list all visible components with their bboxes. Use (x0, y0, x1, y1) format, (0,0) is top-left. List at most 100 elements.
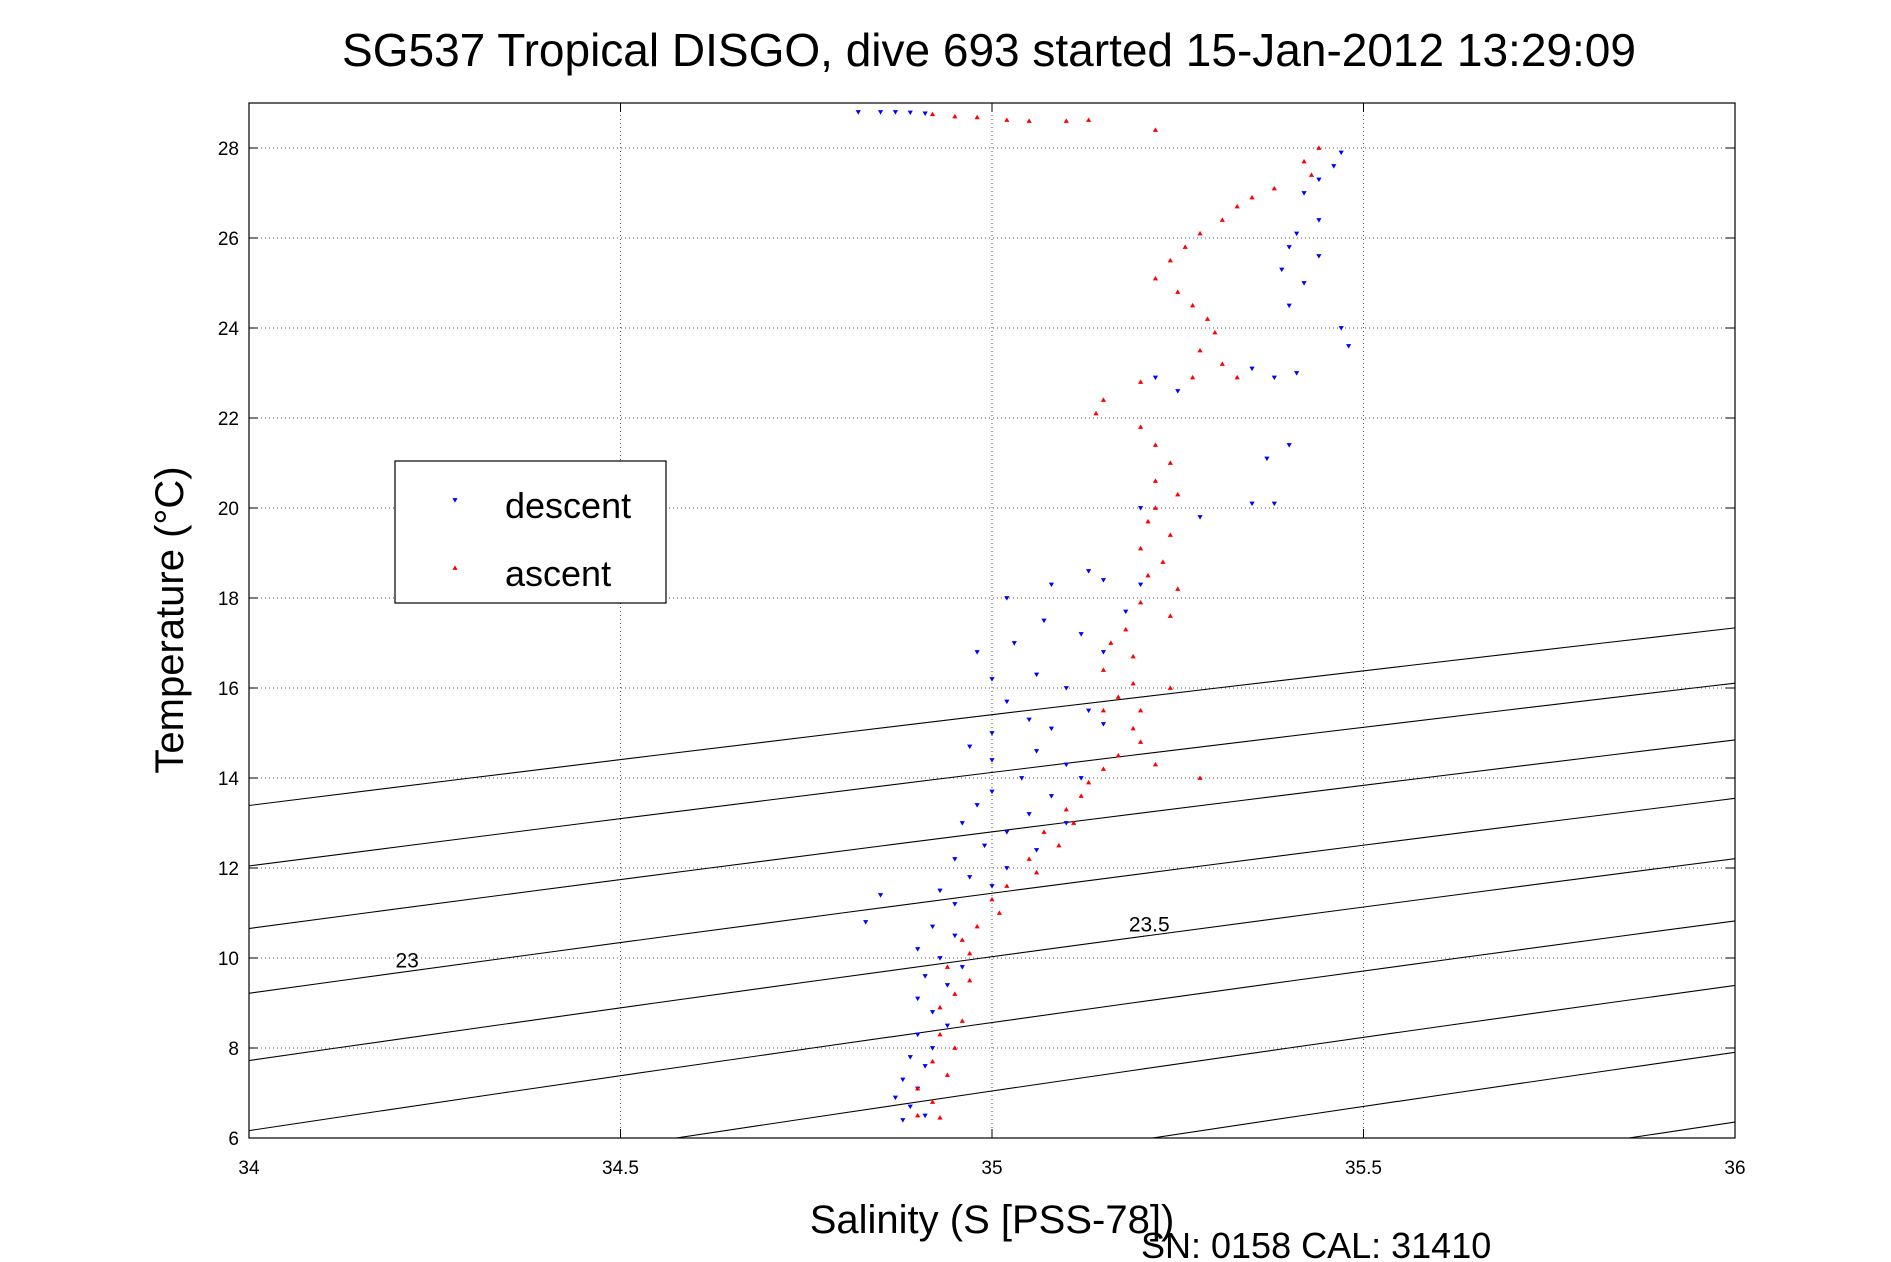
descent-point (1026, 812, 1032, 817)
descent-point (1279, 267, 1285, 273)
descent-point (922, 1113, 928, 1119)
descent-point (1271, 375, 1277, 381)
descent-point (974, 650, 980, 655)
legend: descent ascent (394, 460, 667, 604)
descent-point (1286, 443, 1292, 448)
ascent-point (1138, 545, 1144, 551)
descent-point (892, 110, 899, 115)
ascent-point (1190, 302, 1196, 308)
ascent-point (929, 111, 936, 117)
density-contours: 23 23.5 (249, 627, 1735, 1138)
ascent-point (1197, 347, 1203, 353)
descent-point (907, 1055, 913, 1060)
ascent-point (1182, 244, 1188, 249)
descent-point (1078, 776, 1084, 781)
descent-point (1138, 506, 1144, 511)
ascent-point (1175, 289, 1181, 294)
descent-point (1026, 717, 1032, 723)
y-tick-label: 24 (218, 319, 240, 340)
descent-point (1078, 632, 1084, 637)
isopycnal-21.5 (249, 627, 1735, 807)
y-tick-label: 16 (218, 679, 239, 700)
ascent-point (1152, 275, 1159, 281)
descent-point (929, 1046, 936, 1051)
ascent-point (1071, 820, 1077, 825)
descent-point (1063, 821, 1069, 826)
descent-point (989, 677, 995, 682)
y-tick-label: 6 (228, 1129, 239, 1150)
descent-point (1316, 254, 1322, 259)
descent-point (1249, 501, 1255, 507)
descent-point (989, 758, 995, 763)
descent-point (922, 974, 928, 979)
ascent-point (1138, 739, 1144, 744)
descent-point (989, 884, 995, 889)
y-tick-label: 8 (228, 1039, 239, 1060)
ascent-point (1138, 379, 1144, 384)
ascent-point (1130, 725, 1136, 731)
descent-point (1048, 582, 1055, 588)
ascent-point (996, 910, 1003, 915)
descent-point (1019, 776, 1025, 781)
descent-point (1338, 150, 1344, 156)
descent-point (1301, 281, 1307, 286)
descent-point (1286, 245, 1292, 250)
ascent-point (1078, 793, 1084, 798)
descent-point (1011, 641, 1017, 646)
ascent-point (1041, 829, 1047, 834)
chart-title: SG537 Tropical DISGO, dive 693 started 1… (342, 24, 1636, 76)
descent-point (1085, 569, 1092, 574)
ascent-point (944, 1072, 951, 1077)
descent-point (1316, 177, 1322, 183)
descent-point (929, 924, 936, 930)
ascent-point (937, 1004, 943, 1010)
ascent-point (1152, 127, 1159, 132)
ascent-point (1167, 685, 1173, 690)
x-tick-label: 34.5 (602, 1158, 639, 1179)
ascent-point (1085, 779, 1092, 785)
descent-point (877, 110, 884, 115)
ascent-point (1234, 203, 1240, 209)
descent-point (915, 947, 921, 952)
contour-label-23.5: 23.5 (1129, 914, 1170, 937)
ascent-point (959, 937, 965, 942)
ascent-point (952, 113, 958, 119)
descent-point (1100, 650, 1107, 655)
descent-point (959, 821, 965, 826)
ascent-point (1167, 532, 1173, 537)
descent-point (952, 857, 958, 862)
ascent-point (1100, 397, 1107, 402)
ascent-point (1167, 613, 1173, 618)
plot-area-frame (248, 102, 1736, 1139)
x-tick-label: 35 (981, 1158, 1002, 1179)
descent-point (1331, 164, 1337, 169)
descent-point (1338, 326, 1344, 331)
ascent-point (1160, 559, 1166, 564)
ascent-point (1152, 505, 1159, 510)
ascent-point (929, 1058, 936, 1064)
legend-label-ascent: ascent (505, 553, 611, 594)
ascent-point (1152, 478, 1159, 483)
descent-point (1175, 389, 1181, 394)
ascent-point (937, 1115, 943, 1120)
descent-point (915, 1032, 921, 1038)
ascent-point (974, 923, 980, 929)
ascent-point (1115, 752, 1121, 758)
ascent-point (967, 977, 973, 983)
ascent-point (1249, 194, 1255, 200)
descent-point (892, 1095, 899, 1101)
axis-ticks: 34 34.5 35 35.5 36 6 8 10 12 14 16 18 20 22 24 26 28 (218, 103, 1746, 1179)
descent-point (1033, 672, 1040, 678)
descent-point (989, 789, 995, 795)
descent-point (1100, 578, 1107, 583)
ascent-point (1115, 694, 1121, 699)
descent-point (1085, 708, 1092, 714)
descent-point (967, 744, 973, 750)
ascent-point (974, 114, 980, 120)
descent-point (1152, 375, 1159, 381)
legend-label-descent: descent (505, 485, 631, 526)
descent-point (915, 996, 921, 1002)
x-axis-label: Salinity (S [PSS-78]) (810, 1198, 1175, 1242)
ascent-point (1026, 118, 1032, 123)
descent-point (907, 1104, 913, 1110)
